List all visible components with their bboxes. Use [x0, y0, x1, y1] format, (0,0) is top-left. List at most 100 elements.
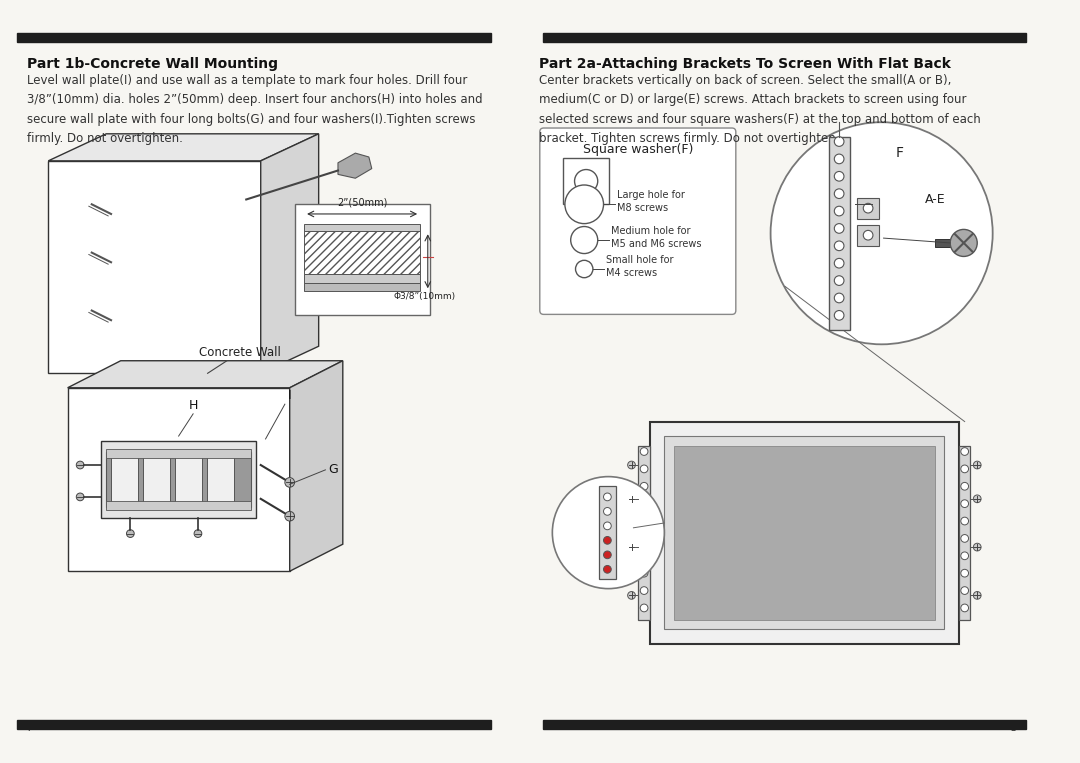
Circle shape	[961, 604, 969, 612]
Circle shape	[835, 259, 843, 268]
Text: Concrete Wall: Concrete Wall	[199, 346, 281, 359]
Bar	[305, 284, 420, 291]
Bar	[542, 34, 1026, 42]
Text: -5-: -5-	[1008, 723, 1022, 732]
Circle shape	[961, 465, 969, 473]
Circle shape	[640, 535, 648, 542]
Text: 2”(50mm): 2”(50mm)	[337, 197, 388, 208]
Polygon shape	[289, 361, 342, 571]
Bar	[305, 231, 420, 274]
Polygon shape	[68, 361, 342, 388]
Circle shape	[835, 293, 843, 303]
Bar	[206, 455, 233, 504]
Circle shape	[604, 536, 611, 544]
Bar	[674, 446, 934, 620]
Circle shape	[627, 461, 635, 469]
Circle shape	[285, 478, 295, 488]
Bar	[102, 441, 256, 518]
Text: H: H	[188, 399, 198, 412]
Bar	[664, 436, 944, 629]
Circle shape	[961, 482, 969, 490]
Circle shape	[973, 543, 981, 551]
Circle shape	[627, 543, 635, 551]
Text: G: G	[328, 463, 338, 476]
Text: -4-: -4-	[22, 723, 36, 732]
Circle shape	[973, 591, 981, 599]
Bar	[295, 204, 430, 315]
Circle shape	[604, 507, 611, 515]
Circle shape	[961, 500, 969, 507]
Bar	[563, 158, 609, 204]
Circle shape	[835, 206, 843, 216]
Bar	[542, 720, 1026, 729]
Text: A-E: A-E	[924, 193, 945, 206]
Polygon shape	[260, 134, 319, 373]
Circle shape	[604, 551, 611, 559]
Circle shape	[961, 448, 969, 456]
Circle shape	[604, 522, 611, 530]
Circle shape	[627, 591, 635, 599]
Circle shape	[640, 448, 648, 456]
Text: Small hole for
M4 screws: Small hole for M4 screws	[607, 255, 674, 278]
Circle shape	[194, 530, 202, 537]
Text: Center brackets vertically on back of screen. Select the small(A or B),
medium(C: Center brackets vertically on back of sc…	[539, 74, 981, 146]
Circle shape	[640, 604, 648, 612]
Text: Part 2a-Attaching Brackets To Screen With Flat Back: Part 2a-Attaching Brackets To Screen Wit…	[539, 56, 950, 70]
Text: Part 1b-Concrete Wall Mounting: Part 1b-Concrete Wall Mounting	[27, 56, 278, 70]
Text: Medium hole for
M5 and M6 screws: Medium hole for M5 and M6 screws	[611, 226, 702, 249]
Circle shape	[640, 500, 648, 507]
Circle shape	[640, 587, 648, 594]
Circle shape	[604, 565, 611, 573]
Bar	[106, 449, 251, 459]
Bar	[111, 455, 138, 504]
Circle shape	[835, 189, 843, 198]
Circle shape	[835, 172, 843, 181]
Circle shape	[835, 311, 843, 320]
Bar	[650, 422, 959, 644]
Bar	[959, 446, 971, 620]
Circle shape	[961, 517, 969, 525]
Circle shape	[961, 587, 969, 594]
Text: Large hole for
M8 screws: Large hole for M8 screws	[617, 190, 685, 213]
Circle shape	[575, 169, 597, 193]
Circle shape	[950, 230, 977, 256]
Bar	[17, 34, 490, 42]
Circle shape	[863, 204, 873, 213]
Circle shape	[973, 495, 981, 503]
Circle shape	[973, 461, 981, 469]
Text: Level wall plate(I) and use wall as a template to mark four holes. Drill four
3/: Level wall plate(I) and use wall as a te…	[27, 74, 483, 146]
Text: Square washer(F): Square washer(F)	[582, 143, 693, 156]
Circle shape	[835, 241, 843, 251]
Circle shape	[835, 275, 843, 285]
Bar	[106, 501, 251, 510]
Circle shape	[961, 552, 969, 559]
Circle shape	[77, 493, 84, 501]
FancyBboxPatch shape	[540, 128, 735, 314]
Bar	[17, 720, 490, 729]
Circle shape	[285, 511, 295, 521]
Bar	[934, 239, 956, 246]
Circle shape	[126, 530, 134, 537]
Text: F: F	[896, 146, 904, 160]
Polygon shape	[68, 388, 289, 571]
Circle shape	[570, 227, 597, 253]
Circle shape	[835, 137, 843, 146]
Circle shape	[640, 465, 648, 473]
Circle shape	[640, 552, 648, 559]
Circle shape	[835, 224, 843, 233]
Circle shape	[77, 461, 84, 469]
Bar	[175, 455, 202, 504]
Circle shape	[961, 535, 969, 542]
Circle shape	[552, 477, 664, 588]
Text: I: I	[288, 389, 292, 402]
Bar	[598, 486, 616, 579]
Circle shape	[640, 482, 648, 490]
Circle shape	[835, 154, 843, 164]
Bar	[305, 224, 420, 231]
Circle shape	[863, 230, 873, 240]
Circle shape	[576, 260, 593, 278]
Bar	[858, 198, 879, 219]
Circle shape	[770, 122, 993, 344]
Polygon shape	[49, 134, 319, 161]
Circle shape	[565, 185, 604, 224]
